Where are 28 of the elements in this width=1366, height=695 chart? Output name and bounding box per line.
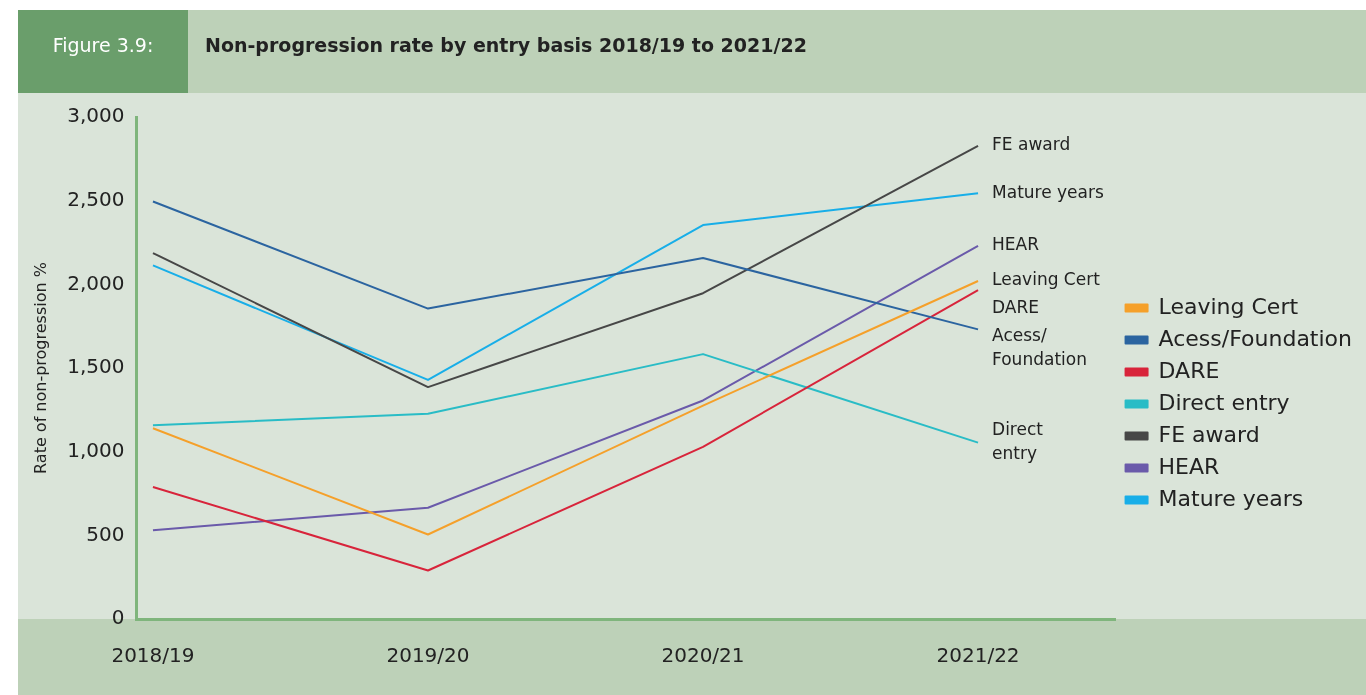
y-tick-label: 2,500 — [67, 186, 125, 211]
legend-label: FE award — [1158, 421, 1260, 447]
y-tick-label: 500 — [86, 521, 125, 546]
annotation: Acess/ Foundation — [992, 325, 1087, 370]
y-tick-label: 2,000 — [67, 270, 125, 295]
annotation: Mature years — [992, 181, 1104, 202]
y-tick-label: 1,000 — [67, 437, 125, 462]
annotation: Leaving Cert — [992, 269, 1101, 290]
x-tick-label: 2019/20 — [386, 643, 470, 668]
annotation: DARE — [992, 297, 1040, 318]
y-axis-title: Rate of non-progression % — [30, 262, 50, 474]
annotation: FE award — [992, 134, 1071, 155]
legend-label: Acess/Foundation — [1158, 325, 1352, 351]
x-tick-label: 2020/21 — [661, 643, 745, 668]
chart-title: Non-progression rate by entry basis 2018/19 to 2021/22 — [205, 33, 807, 58]
x-tick-label: 2018/19 — [111, 643, 195, 668]
y-tick-label: 1,500 — [67, 354, 125, 379]
y-tick-label: 3,000 — [67, 103, 125, 128]
legend-label: Leaving Cert — [1158, 293, 1299, 319]
legend-label: HEAR — [1158, 453, 1220, 479]
annotation: Direct entry — [992, 419, 1044, 464]
caption: Figure 3.9: — [18, 10, 188, 93]
y-tick-label: 0 — [111, 605, 125, 630]
legend-label: Mature years — [1158, 485, 1304, 511]
annotation: HEAR — [992, 234, 1040, 255]
legend-label: Direct entry — [1158, 389, 1290, 415]
legend-label: DARE — [1158, 357, 1220, 383]
x-tick-label: 2021/22 — [936, 643, 1020, 668]
